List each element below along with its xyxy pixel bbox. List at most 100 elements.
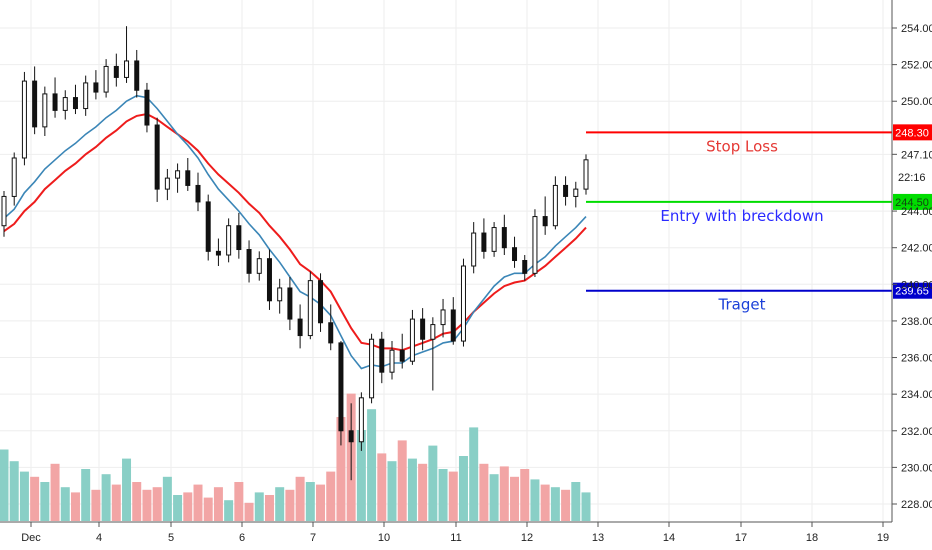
candle (471, 222, 477, 274)
countdown-label: 22:16 (898, 172, 926, 184)
candle (154, 117, 160, 202)
volume-bar (550, 487, 560, 521)
x-tick-label: 19 (877, 532, 889, 544)
time-axis[interactable]: Dec 4 5 6 7 10 11 12 13 14 17 18 19 (21, 522, 889, 544)
candle (266, 249, 272, 310)
candlesticks (1, 26, 589, 481)
candle (215, 238, 221, 266)
candle-body-down (328, 322, 334, 344)
candle-body-up (124, 60, 130, 78)
volume-bar (275, 487, 285, 521)
y-tick-label: 254.00 (901, 23, 932, 35)
volume-bar (111, 484, 121, 521)
y-tick-label: 244.00 (901, 206, 932, 218)
entry-level[interactable]: Entry with breckdown 244.50 (586, 193, 932, 225)
slow-moving-average-line (3, 112, 587, 352)
volume-bar (510, 476, 520, 521)
candle-body-down (205, 201, 211, 252)
candle (460, 258, 466, 347)
candle (379, 331, 385, 384)
x-tick-label: 17 (735, 532, 747, 544)
target-price-badge (893, 282, 932, 299)
candle-body-down (185, 170, 191, 186)
x-tick-label: Dec (21, 532, 41, 544)
candle (21, 71, 27, 166)
candle-body-down (72, 97, 78, 110)
volume-bar (397, 440, 407, 521)
volume-bar (438, 469, 448, 521)
candle-body-up (83, 82, 89, 110)
price-axis[interactable]: 254.00 252.00 250.00 247.10 244.00 242.00 240.… (892, 23, 932, 511)
candle (338, 341, 344, 446)
volume-bar (540, 484, 550, 521)
candle-body-down (32, 80, 38, 128)
volume-bar (336, 417, 346, 521)
volume-bar (101, 474, 111, 521)
volume-bar (479, 463, 489, 521)
volume-bar (91, 489, 101, 521)
volume-bar (285, 489, 295, 521)
candle-body-up (491, 227, 497, 252)
x-tick-label: 7 (310, 532, 316, 544)
candle (164, 168, 170, 201)
candle (277, 278, 283, 314)
candle-body-up (369, 338, 375, 399)
candle (226, 218, 232, 263)
moving-averages (3, 94, 587, 370)
candle-body-down (522, 260, 528, 274)
volume-bar (40, 482, 50, 521)
volume-bar (234, 482, 244, 521)
volume-bar (458, 456, 468, 521)
candle-body-down (563, 184, 569, 197)
candle (103, 59, 109, 98)
candle (205, 194, 211, 261)
candle (358, 392, 364, 451)
candle-body-down (481, 232, 487, 252)
x-tick-label: 13 (592, 532, 604, 544)
y-tick-label: 238.00 (901, 316, 932, 328)
candle (113, 53, 119, 87)
trade-levels[interactable]: Stop Loss 248.30 Entry with breckdown 244.5… (586, 124, 932, 314)
x-tick-label: 12 (521, 532, 533, 544)
volume-bar (9, 461, 19, 521)
candle-body-up (226, 225, 232, 256)
candle-body-up (440, 309, 446, 326)
target-level[interactable]: Traget 239.65 (586, 282, 932, 314)
volume-bar (295, 476, 305, 521)
candle-body-up (358, 397, 364, 443)
stop-label: Stop Loss (706, 137, 778, 155)
candle (72, 84, 78, 115)
volume-bar (489, 474, 499, 521)
x-tick-label: 5 (168, 532, 174, 544)
volume-bar (0, 449, 9, 521)
volume-bar (448, 471, 458, 521)
y-tick-label: 242.00 (901, 243, 932, 255)
candle-body-down (348, 430, 354, 443)
stop-level[interactable]: Stop Loss 248.30 (586, 124, 932, 155)
volume-bar (142, 489, 152, 521)
volume-bar (469, 427, 479, 521)
stop-price-badge (893, 124, 932, 141)
candle (420, 308, 426, 351)
y-tick-label: 234.00 (901, 389, 932, 401)
candle (185, 157, 191, 191)
candle-body-down (338, 342, 344, 432)
entry-label: Entry with breckdown (660, 207, 823, 225)
candle-body-down (318, 280, 324, 324)
volume-bar (356, 430, 366, 521)
x-tick-label: 6 (239, 532, 245, 544)
candle-body-up (62, 97, 68, 111)
candle (450, 297, 456, 345)
candle (11, 152, 17, 206)
candle (552, 176, 558, 230)
candle-body-down (144, 89, 150, 126)
volume-bar (520, 469, 530, 521)
x-tick-label: 14 (663, 532, 675, 544)
volume-bar (264, 495, 274, 521)
volume-bars (0, 393, 591, 521)
volume-bar (224, 500, 234, 521)
candle-body-down (379, 338, 385, 373)
volume-bar (418, 463, 428, 521)
candle (532, 209, 538, 277)
